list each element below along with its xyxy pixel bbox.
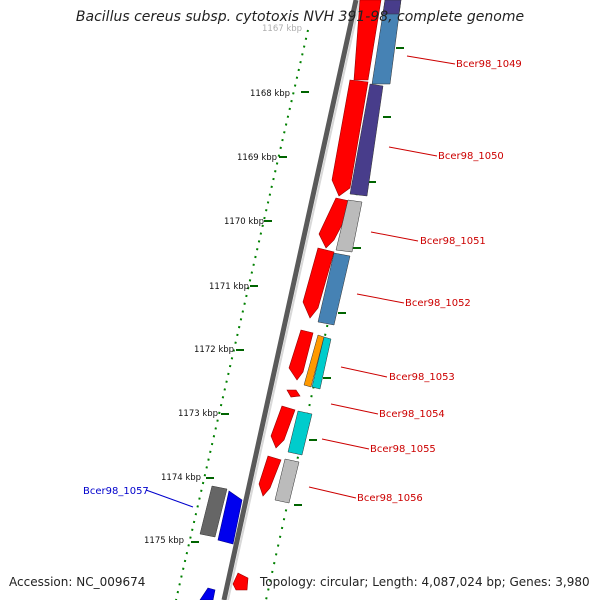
cog-1053-cyan[interactable] [311,336,332,390]
label-leaders [308,55,456,499]
gene-label-1053: Bcer98_1053 [389,372,455,383]
gene-label-1055: Bcer98_1055 [370,444,436,455]
cog-1056[interactable] [274,458,300,504]
cog-genes [199,0,402,538]
cog-1052[interactable] [317,252,351,326]
gene-arrow-1057[interactable] [217,490,243,545]
gene-arrow-1058[interactable] [232,572,249,591]
kbp-label-1167: 1167 kbp [262,24,302,34]
gene-label-1051: Bcer98_1051 [420,236,486,247]
label-leader-1057 [145,489,194,508]
reverse-genes [199,490,243,600]
outer-tick-ruler [175,29,309,600]
topology-text: Topology: circular; Length: 4,087,024 bp… [260,575,590,589]
gene-arrow-1056[interactable] [258,455,282,497]
kbp-label-1175: 1175 kbp [144,536,184,546]
inner-ticks [294,47,404,506]
cog-1049-top[interactable] [382,0,402,15]
gene-label-1054: Bcer98_1054 [379,409,445,420]
kbp-label-1173: 1173 kbp [178,409,218,419]
gene-arrow-1054[interactable] [286,389,301,398]
kbp-ticks [191,91,309,543]
backbone [221,0,361,600]
gene-label-1057: Bcer98_1057 [83,486,149,497]
gene-arrow-1052[interactable] [302,247,335,319]
gene-arrow-1059[interactable] [199,587,216,600]
gene-arrow-1050[interactable] [331,79,369,197]
kbp-label-1172: 1172 kbp [194,345,234,355]
gene-arrow-1049[interactable] [353,0,382,81]
gene-label-1052: Bcer98_1052 [405,298,471,309]
kbp-label-1171: 1171 kbp [209,282,249,292]
accession-text: Accession: NC_009674 [9,575,146,589]
gene-label-1049: Bcer98_1049 [456,59,522,70]
gene-label-1050: Bcer98_1050 [438,151,504,162]
cog-1057[interactable] [199,485,228,538]
kbp-label-1168: 1168 kbp [250,89,290,99]
kbp-label-1174: 1174 kbp [161,473,201,483]
gene-label-1056: Bcer98_1056 [357,493,423,504]
map-title: Bacillus cereus subsp. cytotoxis NVH 391… [75,9,525,25]
cog-1051[interactable] [335,199,363,253]
cog-1055[interactable] [287,410,313,456]
gene-arrow-1053[interactable] [288,329,314,381]
cog-1049[interactable] [371,0,402,85]
cog-1050[interactable] [349,83,384,197]
cog-1053-orange[interactable] [303,334,325,388]
gene-arrow-1055[interactable] [270,405,296,449]
kbp-label-1169: 1169 kbp [237,153,277,163]
kbp-label-1170: 1170 kbp [224,217,264,227]
